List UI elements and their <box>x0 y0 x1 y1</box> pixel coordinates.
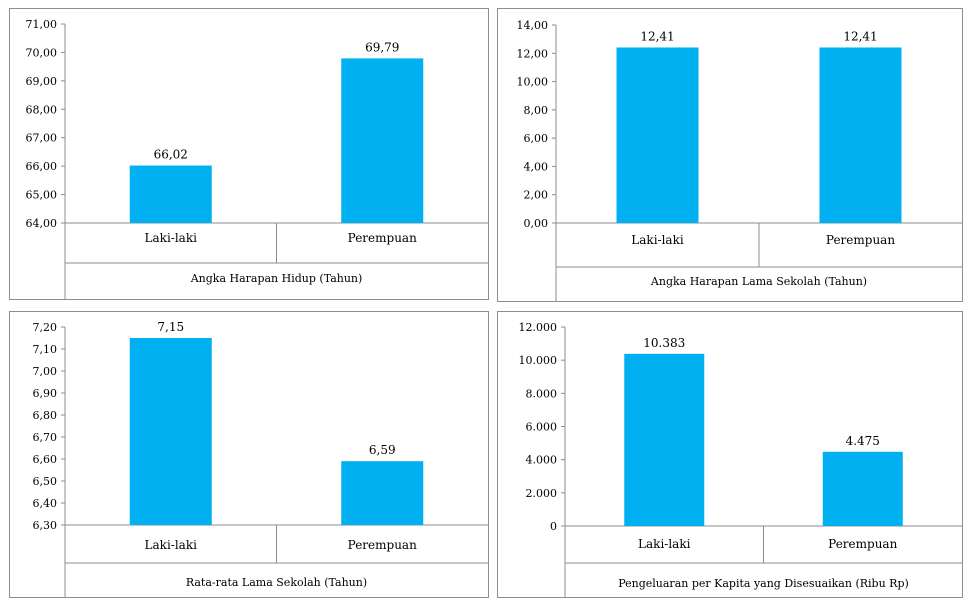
y-tick-label: 70,00 <box>26 46 58 59</box>
y-tick-label: 0,00 <box>524 217 549 230</box>
x-axis-title: Pengeluaran per Kapita yang Disesuaikan … <box>618 577 909 590</box>
chart-per-capita-expenditure: 0 2.000 4.000 6.000 8.000 10.000 12.000 10.383 L… <box>519 321 962 597</box>
chart-panel-per-capita-expenditure: 0 2.000 4.000 6.000 8.000 10.000 12.000 10.383 L… <box>497 311 963 598</box>
category-label: Perempuan <box>826 233 895 247</box>
chart-expected-schooling: 0,00 2,00 4,00 6,00 8,00 10,00 12,00 14,00 12,41… <box>517 19 962 301</box>
bar <box>822 451 903 526</box>
y-tick-label: 64,00 <box>26 217 58 230</box>
y-tick-label: 7,00 <box>33 365 58 378</box>
chart-panel-expected-schooling: 0,00 2,00 4,00 6,00 8,00 10,00 12,00 14,00 12,41… <box>497 8 963 302</box>
y-tick-label: 6,90 <box>33 387 58 400</box>
data-label: 12,41 <box>843 29 877 43</box>
bar <box>616 47 699 223</box>
data-label: 7,15 <box>157 320 184 334</box>
y-tick-label: 4,00 <box>524 160 549 173</box>
y-tick-label: 2,00 <box>524 189 549 202</box>
y-tick-label: 0 <box>550 520 557 533</box>
bar <box>129 338 212 525</box>
category-label: Perempuan <box>348 538 417 552</box>
category-label: Laki-laki <box>638 537 691 551</box>
y-tick-label: 6,50 <box>33 475 58 488</box>
data-label: 6,59 <box>369 443 396 457</box>
y-tick-label: 65,00 <box>26 189 58 202</box>
y-tick-label: 10,00 <box>517 76 549 89</box>
bar <box>341 461 424 525</box>
y-tick-label: 10.000 <box>519 354 558 367</box>
y-tick-label: 6,70 <box>33 431 58 444</box>
chart-life-expectancy: 64,00 65,00 66,00 67,00 68,00 69,00 70,00 71,00… <box>26 18 488 299</box>
x-axis-title: Angka Harapan Lama Sekolah (Tahun) <box>650 275 867 288</box>
category-label: Perempuan <box>828 537 897 551</box>
y-tick-label: 12,00 <box>517 47 549 60</box>
category-label: Laki-laki <box>145 538 198 552</box>
y-tick-label: 14,00 <box>517 19 549 32</box>
x-axis-title: Angka Harapan Hidup (Tahun) <box>190 272 363 285</box>
chart-panel-mean-schooling: 6,30 6,40 6,50 6,60 6,70 6,80 6,90 7,00 7,10 7,20… <box>9 311 489 598</box>
y-tick-label: 8.000 <box>526 387 558 400</box>
y-tick-label: 6,60 <box>33 453 58 466</box>
data-label: 10.383 <box>643 336 685 350</box>
bar <box>341 58 424 223</box>
y-tick-label: 6.000 <box>526 421 558 434</box>
chart-mean-schooling: 6,30 6,40 6,50 6,60 6,70 6,80 6,90 7,00 7,10 7,20… <box>33 320 488 597</box>
bar <box>819 47 902 223</box>
y-tick-label: 2.000 <box>526 487 558 500</box>
y-tick-label: 12.000 <box>519 321 558 334</box>
y-tick-label: 7,20 <box>33 321 58 334</box>
y-tick-label: 71,00 <box>26 18 58 31</box>
y-tick-label: 8,00 <box>524 104 549 117</box>
y-tick-label: 66,00 <box>26 160 58 173</box>
y-tick-label: 67,00 <box>26 132 58 145</box>
x-axis-title: Rata-rata Lama Sekolah (Tahun) <box>186 576 367 589</box>
data-label: 69,79 <box>365 40 399 54</box>
category-label: Laki-laki <box>631 233 684 247</box>
chart-panel-life-expectancy: 64,00 65,00 66,00 67,00 68,00 69,00 70,00 71,00… <box>9 8 489 300</box>
category-label: Perempuan <box>348 231 417 245</box>
y-tick-label: 69,00 <box>26 75 58 88</box>
y-tick-label: 68,00 <box>26 103 58 116</box>
y-tick-label: 4.000 <box>526 454 558 467</box>
bar <box>624 353 705 526</box>
y-tick-label: 6,00 <box>524 132 549 145</box>
data-label: 4.475 <box>846 434 880 448</box>
y-tick-label: 6,80 <box>33 409 58 422</box>
y-tick-label: 7,10 <box>33 343 58 356</box>
data-label: 66,02 <box>154 148 188 162</box>
y-tick-label: 6,40 <box>33 497 58 510</box>
y-tick-label: 6,30 <box>33 519 58 532</box>
data-label: 12,41 <box>640 29 674 43</box>
bar <box>129 165 212 223</box>
category-label: Laki-laki <box>145 231 198 245</box>
